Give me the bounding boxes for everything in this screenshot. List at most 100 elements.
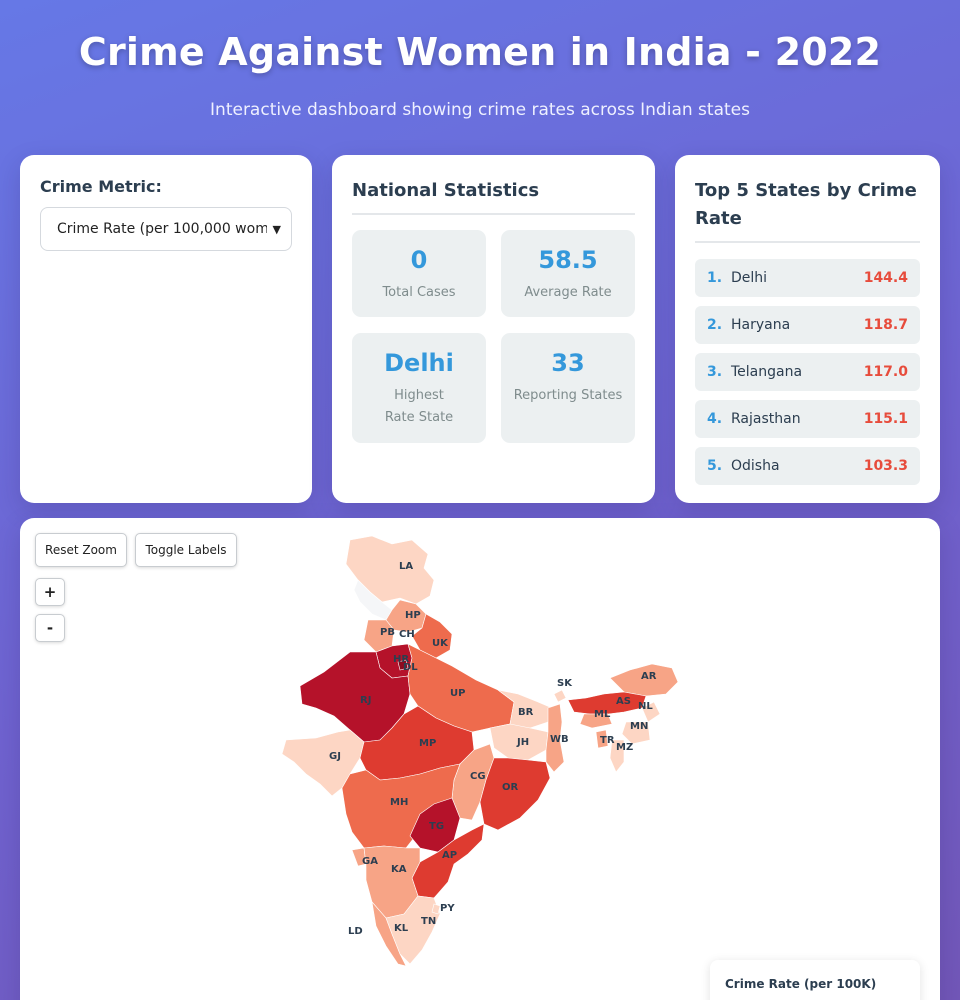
list-item-rate: 144.4 (863, 270, 908, 286)
list-item-rank: 5. (707, 458, 723, 474)
state-label-pb: PB (380, 627, 395, 638)
page-title: Crime Against Women in India - 2022 (78, 30, 882, 74)
list-item[interactable]: 4. Rajasthan 115.1 (695, 400, 920, 438)
metric-select[interactable]: Crime Rate (per 100,000 women) ▼ (40, 207, 292, 251)
state-label-tg: TG (429, 821, 444, 832)
state-label-or: OR (502, 782, 519, 793)
state-label-mh: MH (390, 797, 408, 808)
state-region-uk[interactable] (411, 613, 453, 659)
list-item-rate: 103.3 (863, 458, 908, 474)
state-label-uk: UK (432, 638, 449, 649)
state-label-gj: GJ (329, 751, 341, 762)
state-label-jh: JH (516, 737, 529, 748)
state-label-kl: KL (394, 923, 409, 934)
list-item[interactable]: 2. Haryana 118.7 (695, 306, 920, 344)
top-states-title: Top 5 States by Crime Rate (695, 177, 920, 243)
stats-title: National Statistics (352, 177, 635, 215)
list-item-rate: 115.1 (863, 411, 908, 427)
state-region-mz[interactable] (609, 739, 625, 773)
list-item-rank: 4. (707, 411, 723, 427)
state-label-cg: CG (470, 771, 486, 782)
state-region-ml[interactable] (579, 713, 613, 729)
state-label-tr: TR (600, 735, 615, 746)
zoom-in-button[interactable]: + (35, 578, 65, 606)
stat-highest-state-value: Delhi (384, 349, 454, 377)
list-item-rate: 117.0 (863, 364, 908, 380)
state-label-nl: NL (638, 701, 653, 712)
list-item-name: Odisha (731, 458, 780, 474)
state-region-tn[interactable] (385, 895, 441, 965)
national-stats-card: National Statistics 0 Total Cases 58.5 A… (332, 155, 655, 503)
map-card: LA HP PB CH UK HR DL RJ UP SK AR AS NL ML MN BR TR MZ JH WB… (20, 518, 940, 1000)
list-item-rank: 1. (707, 270, 723, 286)
stat-reporting-states-label: Reporting States (513, 388, 623, 403)
toggle-labels-button[interactable]: Toggle Labels (135, 533, 237, 567)
state-label-ml: ML (594, 709, 611, 720)
state-label-mz: MZ (616, 742, 633, 753)
state-label-la: LA (399, 561, 413, 572)
zoom-out-button[interactable]: - (35, 614, 65, 642)
list-item[interactable]: 5. Odisha 103.3 (695, 447, 920, 485)
state-region-sk[interactable] (553, 689, 567, 703)
list-item-rate: 118.7 (863, 317, 908, 333)
state-label-ga: GA (362, 856, 378, 867)
metric-label: Crime Metric: (40, 177, 162, 196)
stat-highest-state-label: Highest Rate State (384, 388, 454, 425)
metric-card: Crime Metric: Crime Rate (per 100,000 wo… (20, 155, 312, 503)
state-label-mn: MN (630, 721, 648, 732)
chevron-down-icon: ▼ (272, 222, 281, 236)
stat-average-rate: 58.5 Average Rate (501, 230, 635, 317)
legend-title: Crime Rate (per 100K) (725, 977, 877, 991)
top-states-card: Top 5 States by Crime Rate 1. Delhi 144.… (675, 155, 940, 503)
list-item-name: Delhi (731, 270, 768, 286)
map-legend: Crime Rate (per 100K) (710, 960, 920, 1000)
stat-reporting-states: 33 Reporting States (501, 333, 635, 443)
list-item-rank: 2. (707, 317, 723, 333)
state-region-br[interactable] (497, 689, 553, 729)
stat-average-rate-value: 58.5 (538, 246, 598, 274)
state-label-tn: TN (421, 916, 436, 927)
top-states-list: 1. Delhi 144.4 2. Haryana 118.7 3. Telan… (695, 259, 920, 485)
list-item-rank: 3. (707, 364, 723, 380)
state-label-up: UP (450, 688, 465, 699)
state-label-ld: LD (348, 926, 363, 937)
state-region-wb[interactable] (545, 703, 565, 773)
state-region-mh[interactable] (341, 763, 461, 849)
page-subtitle: Interactive dashboard showing crime rate… (210, 100, 750, 120)
state-label-ch: CH (399, 629, 415, 640)
stat-reporting-states-value: 33 (551, 349, 585, 377)
state-label-sk: SK (557, 678, 573, 689)
list-item[interactable]: 1. Delhi 144.4 (695, 259, 920, 297)
page-header: Crime Against Women in India - 2022 Inte… (0, 0, 960, 120)
list-item-name: Haryana (731, 317, 791, 333)
state-label-hr: HR (393, 654, 409, 665)
state-label-dl: DL (403, 662, 418, 673)
stat-total-cases-label: Total Cases (382, 285, 456, 300)
list-item-name: Telangana (731, 364, 803, 380)
state-region-dl[interactable] (397, 659, 409, 671)
list-item[interactable]: 3. Telangana 117.0 (695, 353, 920, 391)
state-label-mp: MP (419, 738, 436, 749)
stat-average-rate-label: Average Rate (524, 285, 612, 300)
metric-select-value: Crime Rate (per 100,000 women) (57, 221, 267, 237)
state-region-or[interactable] (479, 757, 551, 831)
list-item-name: Rajasthan (731, 411, 801, 427)
state-region-py[interactable] (431, 903, 441, 915)
state-label-br: BR (518, 707, 534, 718)
state-label-ar: AR (641, 671, 657, 682)
state-label-wb: WB (550, 734, 569, 745)
state-region-mn[interactable] (621, 721, 651, 745)
state-label-py: PY (440, 903, 455, 914)
stat-highest-state: Delhi Highest Rate State (352, 333, 486, 443)
state-label-ap: AP (442, 850, 457, 861)
state-region-tr[interactable] (595, 729, 609, 749)
state-label-ka: KA (391, 864, 407, 875)
reset-zoom-button[interactable]: Reset Zoom (35, 533, 127, 567)
state-label-rj: RJ (360, 695, 371, 706)
state-region-nl[interactable] (641, 701, 661, 723)
stat-total-cases: 0 Total Cases (352, 230, 486, 317)
state-label-as: AS (616, 696, 631, 707)
state-label-hp: HP (405, 610, 421, 621)
